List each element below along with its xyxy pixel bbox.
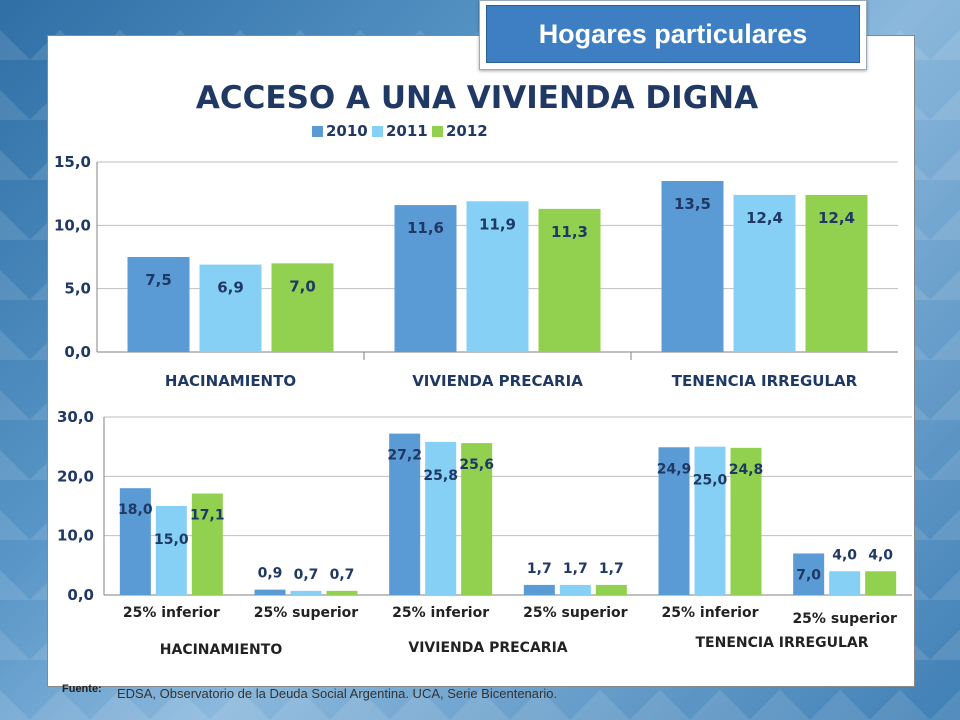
top-bar-2011 [199, 264, 262, 352]
top-bar-2010 [661, 181, 724, 352]
bottom-y-tick-label: 0,0 [67, 586, 94, 604]
bottom-data-label: 4,0 [868, 547, 893, 563]
top-data-label: 6,9 [217, 279, 244, 297]
bottom-bar-2011 [559, 584, 591, 595]
top-data-label: 13,5 [674, 195, 711, 213]
bottom-category-label: 25% inferior [662, 605, 759, 621]
bottom-bar-2012 [730, 447, 762, 595]
bottom-data-label: 7,0 [796, 567, 821, 583]
bottom-bar-2010 [793, 553, 825, 595]
top-data-label: 12,4 [746, 209, 783, 227]
top-category-label: HACINAMIENTO [165, 372, 296, 390]
top-bar-2011 [733, 194, 796, 352]
top-data-label: 11,3 [551, 223, 588, 241]
bottom-data-label: 25,8 [423, 468, 458, 484]
legend-label: 2012 [446, 122, 488, 140]
source-label: Fuente: [62, 683, 102, 695]
top-data-label: 7,0 [289, 277, 316, 295]
bottom-bar-2012 [326, 590, 358, 595]
bottom-data-label: 1,7 [599, 561, 624, 577]
legend-swatch-2012 [432, 126, 443, 137]
top-y-tick-label: 10,0 [54, 216, 91, 234]
bottom-data-label: 0,7 [330, 567, 355, 583]
top-data-label: 12,4 [818, 209, 855, 227]
bottom-data-label: 0,7 [294, 567, 319, 583]
bottom-data-label: 15,0 [154, 532, 189, 548]
bottom-data-label: 1,7 [563, 561, 588, 577]
legend-swatch-2011 [372, 126, 383, 137]
bottom-y-tick-label: 30,0 [57, 408, 94, 426]
bottom-category-label: 25% inferior [123, 605, 220, 621]
bottom-category-label: 25% superior [523, 605, 628, 621]
legend-label: 2011 [386, 122, 428, 140]
bottom-y-tick-label: 10,0 [57, 527, 94, 545]
bottom-bar-2012 [461, 443, 493, 595]
bottom-data-label: 27,2 [387, 448, 422, 464]
top-category-label: VIVIENDA PRECARIA [412, 372, 583, 390]
chart-title: ACCESO A UNA VIVIENDA DIGNA [196, 80, 758, 116]
bottom-data-label: 1,7 [527, 561, 552, 577]
bottom-chart: 0,0 10,0 20,0 30,0 25% inferior 18,015,017,1 2… [57, 408, 912, 658]
top-bar-2010 [394, 205, 457, 352]
bottom-category-label: 25% inferior [392, 605, 489, 621]
bottom-bar-2011 [290, 590, 322, 595]
bottom-data-label: 17,1 [190, 508, 225, 524]
bottom-bar-2011 [425, 441, 457, 595]
bottom-bar-2010 [254, 589, 286, 595]
bottom-data-label: 24,8 [729, 462, 764, 478]
bottom-group-label: VIVIENDA PRECARIA [408, 640, 567, 656]
bottom-category-label: 25% superior [254, 605, 359, 621]
top-y-tick-label: 0,0 [64, 343, 91, 361]
bottom-bar-2011 [694, 446, 726, 595]
top-bar-2012 [271, 263, 334, 352]
badge-box: Hogares particulares [479, 0, 867, 70]
top-bar-2012 [538, 208, 601, 352]
bottom-data-label: 18,0 [118, 502, 153, 518]
bottom-data-label: 25,0 [693, 473, 728, 489]
bottom-data-label: 4,0 [832, 547, 857, 563]
bottom-bar-2011 [829, 571, 861, 595]
bottom-bar-2011 [155, 506, 187, 595]
bottom-bar-2010 [658, 447, 690, 595]
bottom-bar-2010 [523, 584, 555, 595]
top-data-label: 11,9 [479, 215, 516, 233]
bottom-bar-2012 [191, 493, 223, 595]
bottom-bar-2012 [595, 584, 627, 595]
bottom-group-label: HACINAMIENTO [160, 642, 283, 658]
bottom-bar-2010 [389, 433, 421, 595]
bottom-y-tick-label: 20,0 [57, 467, 94, 485]
bottom-bar-2010 [119, 488, 151, 595]
top-bar-2010 [127, 257, 190, 352]
bottom-bar-2012 [865, 571, 897, 595]
top-data-label: 11,6 [407, 219, 444, 237]
top-category-label: TENENCIA IRREGULAR [672, 372, 858, 390]
source-text: EDSA, Observatorio de la Deuda Social Ar… [117, 686, 558, 701]
bottom-group-label: TENENCIA IRREGULAR [695, 635, 868, 651]
legend-label: 2010 [326, 122, 368, 140]
top-chart: 0,0 5,0 10,0 15,0 HACINAMIENTO 7,5 6,9 7,0 VIVIE… [54, 122, 898, 390]
bottom-category-label: 25% superior [792, 611, 897, 627]
top-y-tick-label: 5,0 [64, 280, 91, 298]
legend-swatch-2010 [312, 126, 323, 137]
top-data-label: 7,5 [145, 271, 172, 289]
top-bar-2012 [805, 194, 868, 352]
top-bar-2011 [466, 201, 529, 352]
top-y-tick-label: 15,0 [54, 153, 91, 171]
bottom-data-label: 25,6 [459, 457, 494, 473]
bottom-data-label: 24,9 [657, 461, 692, 477]
bottom-data-label: 0,9 [258, 566, 283, 582]
badge-title: Hogares particulares [486, 5, 860, 63]
